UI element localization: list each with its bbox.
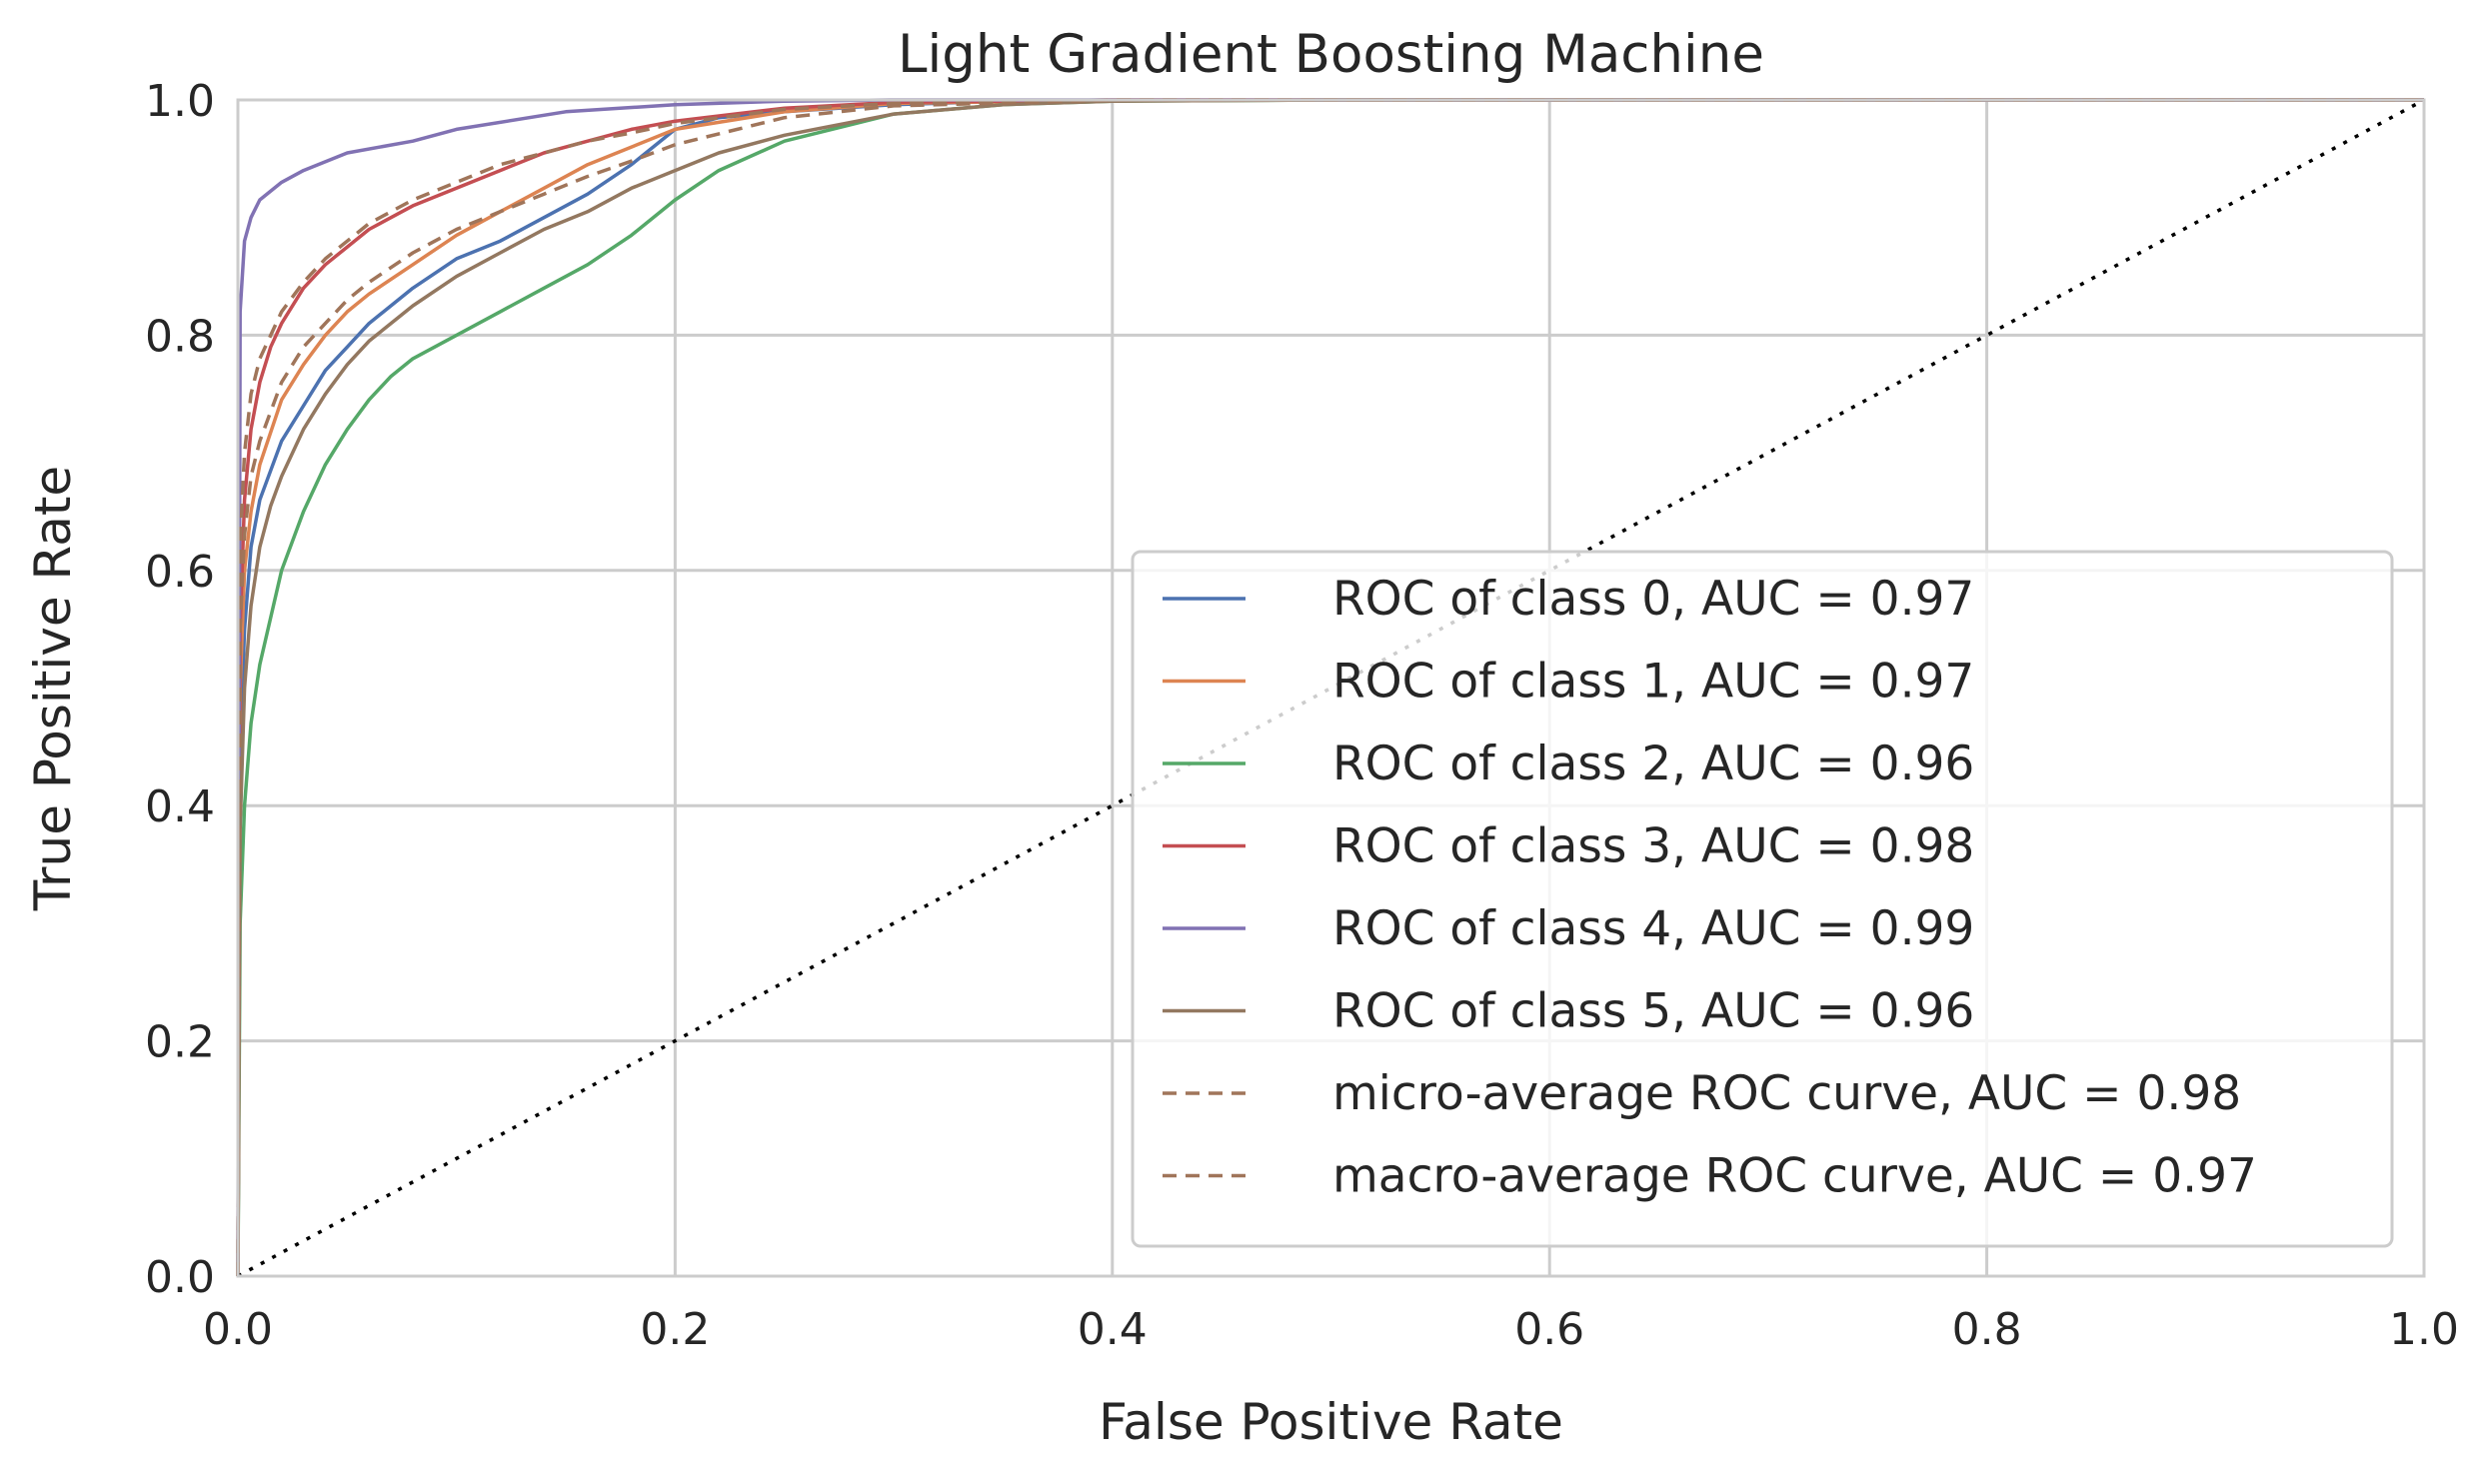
legend-box — [1131, 550, 2394, 1248]
legend: ROC of class 0, AUC = 0.97 ROC of class 1… — [1131, 550, 2394, 1248]
series-lines — [236, 98, 2425, 1278]
chart-title: Light Gradient Boosting Machine — [898, 24, 1764, 85]
plot-frame — [236, 98, 2426, 1278]
legend-label: ROC of class 5, AUC = 0.96 — [1332, 984, 1974, 1039]
x-tick-label: 1.0 — [2389, 1304, 2459, 1355]
legend-label: ROC of class 1, AUC = 0.97 — [1332, 655, 1974, 710]
legend-label: ROC of class 2, AUC = 0.96 — [1332, 737, 1974, 791]
y-tick-label: 0.4 — [145, 781, 215, 832]
y-tick-label: 0.2 — [145, 1017, 215, 1068]
x-tick-label: 0.6 — [1514, 1304, 1584, 1355]
x-tick-label: 0.4 — [1078, 1304, 1148, 1355]
y-tick-label: 1.0 — [145, 76, 215, 127]
y-tick-label: 0.8 — [145, 311, 215, 362]
y-tick-label: 0.0 — [145, 1252, 215, 1303]
chance-line — [237, 98, 2425, 1278]
x-tick-label: 0.8 — [1952, 1304, 2022, 1355]
legend-label: micro-average ROC curve, AUC = 0.98 — [1332, 1066, 2241, 1121]
x-tick-label: 0.0 — [203, 1304, 273, 1355]
legend-label: macro-average ROC curve, AUC = 0.97 — [1332, 1149, 2257, 1204]
series-line-7 — [236, 98, 2424, 1277]
x-axis-label: False Positive Rate — [1099, 1393, 1563, 1451]
legend-label: ROC of class 4, AUC = 0.99 — [1332, 901, 1974, 956]
y-axis-label: True Positive Rate — [24, 466, 82, 911]
x-tick-label: 0.2 — [640, 1304, 710, 1355]
series-line-5 — [236, 98, 2424, 1277]
y-tick-label: 0.6 — [145, 547, 215, 598]
tick-labels: 0.0 0.2 0.4 0.6 0.8 1.0 0.0 0.2 0.4 0.6 0.8 1.0 — [145, 76, 2459, 1355]
series-line-1 — [236, 98, 2424, 1277]
legend-label: ROC of class 0, AUC = 0.97 — [1332, 572, 1974, 627]
legend-label: ROC of class 3, AUC = 0.98 — [1332, 819, 1974, 874]
